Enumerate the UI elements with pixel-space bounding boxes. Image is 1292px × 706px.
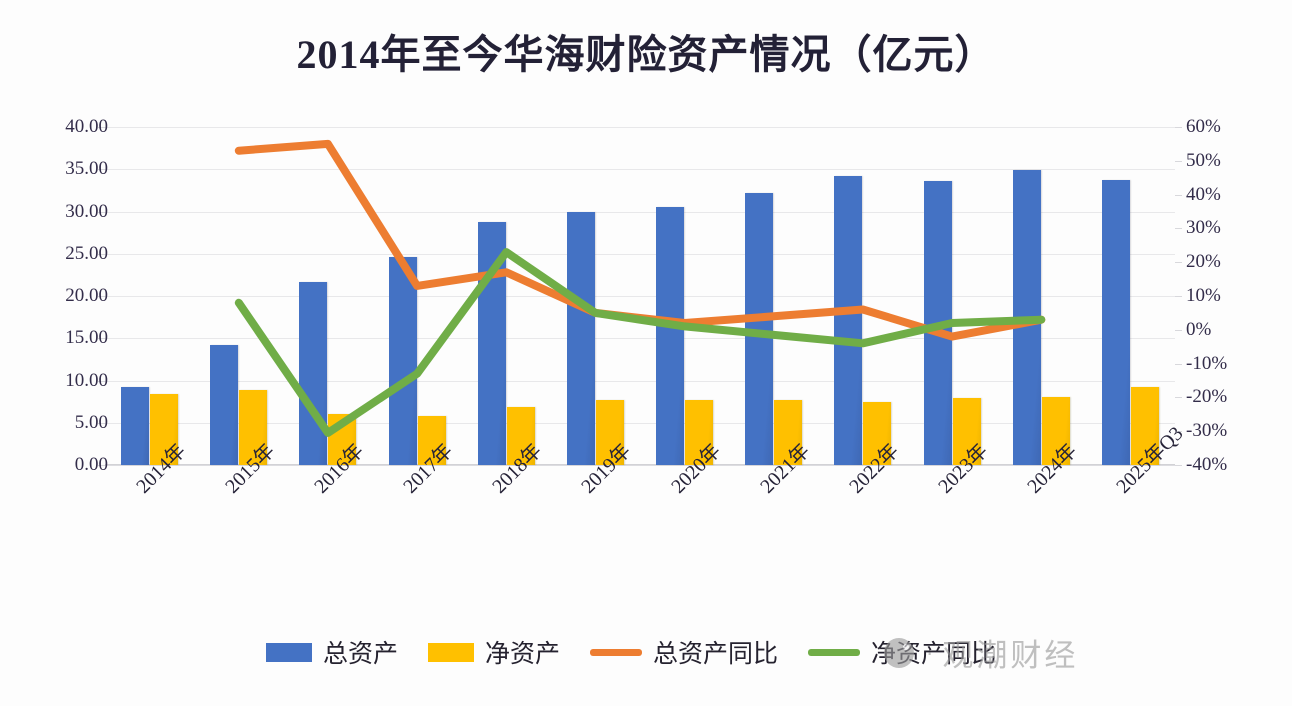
legend-label: 总资产 bbox=[322, 641, 398, 668]
gridline bbox=[105, 465, 1175, 466]
bar-total-assets bbox=[656, 207, 685, 465]
gridline bbox=[105, 380, 1175, 382]
y-axis-right-tick-label: -30% bbox=[1186, 420, 1228, 442]
legend-item[interactable]: 净资产 bbox=[427, 634, 560, 670]
y-axis-left-tick-label: 0.00 bbox=[74, 454, 108, 475]
bar-total-assets bbox=[566, 211, 595, 465]
y-axis-right-tick-label: 40% bbox=[1186, 183, 1221, 205]
line-total-assets-yoy bbox=[234, 139, 1046, 341]
category-group bbox=[373, 127, 462, 465]
y-axis-left-tick bbox=[98, 169, 105, 171]
bar-net-assets bbox=[685, 399, 714, 465]
y-axis-left-tick-label: 40.00 bbox=[65, 116, 108, 137]
y-axis-right-tick bbox=[1175, 127, 1182, 128]
y-axis-right-tick-label: 30% bbox=[1186, 217, 1221, 239]
category-group bbox=[1086, 127, 1175, 465]
y-axis-left-tick bbox=[98, 296, 105, 297]
bar-net-assets bbox=[863, 402, 892, 465]
bar-net-assets bbox=[1041, 396, 1070, 465]
y-axis-left-tick-label: 5.00 bbox=[74, 411, 108, 433]
gridline bbox=[105, 127, 1175, 128]
page-title: 2014年至今华海财险资产情况（亿元） bbox=[296, 32, 996, 77]
y-axis-right-tick bbox=[1175, 329, 1182, 331]
gridline bbox=[105, 338, 1175, 340]
legend-line-swatch-icon bbox=[590, 648, 642, 656]
bar-total-assets bbox=[834, 176, 863, 465]
y-axis-right-tick-label: 20% bbox=[1186, 251, 1221, 273]
y-axis-left-tick bbox=[98, 380, 105, 382]
y-axis-left-tick bbox=[98, 127, 105, 128]
bar-total-assets bbox=[1101, 180, 1130, 465]
line-net-assets-yoy bbox=[234, 248, 1046, 437]
bar-net-assets bbox=[239, 389, 268, 465]
gridline bbox=[105, 253, 1175, 255]
y-axis-right-tick-label: 10% bbox=[1186, 285, 1221, 306]
legend-item[interactable]: 总资产同比 bbox=[590, 634, 778, 670]
y-axis-left-tick bbox=[98, 422, 105, 424]
y-axis-right-tick bbox=[1175, 194, 1182, 196]
y-axis-right-tick bbox=[1175, 296, 1182, 297]
y-axis-left-tick-label: 25.00 bbox=[65, 242, 108, 264]
y-axis-left-tick-label: 35.00 bbox=[65, 158, 108, 180]
y-axis-right-tick bbox=[1175, 160, 1182, 162]
legend-item[interactable]: 净资产同比 bbox=[808, 634, 996, 670]
gridline bbox=[105, 169, 1175, 171]
legend-label: 总资产同比 bbox=[653, 641, 779, 668]
legend: 总资产 净资产 总资产同比 净资产同比 bbox=[0, 634, 1292, 670]
y-axis-right-tick bbox=[1175, 431, 1182, 433]
bar-net-assets bbox=[952, 398, 981, 465]
gridline bbox=[105, 296, 1175, 297]
legend-item[interactable]: 总资产 bbox=[265, 634, 398, 670]
bar-net-assets bbox=[150, 394, 179, 465]
y-axis-right-tick bbox=[1175, 262, 1182, 264]
gridline bbox=[105, 422, 1175, 424]
plot-area bbox=[98, 127, 1182, 466]
legend-line-swatch-icon bbox=[808, 648, 861, 656]
y-axis-left-tick-label: 20.00 bbox=[65, 285, 108, 306]
category-group bbox=[194, 127, 283, 465]
bar-net-assets bbox=[1130, 387, 1159, 465]
y-axis-right-tick-label: -20% bbox=[1186, 386, 1228, 408]
y-axis-right-tick bbox=[1175, 397, 1182, 399]
y-axis-left-tick bbox=[98, 465, 105, 466]
legend-bar-swatch-icon bbox=[427, 642, 474, 662]
bar-net-assets bbox=[417, 416, 446, 465]
y-axis-right-tick-label: 60% bbox=[1186, 116, 1221, 137]
y-axis-left-tick-label: 15.00 bbox=[65, 327, 108, 349]
y-axis-left-tick-label: 30.00 bbox=[65, 200, 108, 222]
y-axis-right-tick-label: 50% bbox=[1186, 149, 1221, 171]
y-axis-right-tick bbox=[1175, 363, 1182, 365]
y-axis-right-tick bbox=[1175, 465, 1182, 466]
bar-total-assets bbox=[121, 387, 150, 465]
y-axis-left-tick bbox=[98, 338, 105, 340]
bar-net-assets bbox=[595, 399, 624, 465]
y-axis-right-tick-label: -40% bbox=[1186, 454, 1228, 475]
y-axis-left-tick-label: 10.00 bbox=[65, 369, 108, 391]
y-axis-left-tick bbox=[98, 253, 105, 255]
legend-bar-swatch-icon bbox=[265, 642, 312, 662]
bar-net-assets bbox=[506, 406, 535, 465]
line-series-overlay bbox=[234, 139, 1046, 437]
category-group bbox=[551, 127, 640, 465]
bar-total-assets bbox=[299, 281, 328, 465]
legend-label: 净资产同比 bbox=[871, 641, 997, 668]
y-axis-right-tick bbox=[1175, 228, 1182, 230]
gridline bbox=[105, 211, 1175, 213]
legend-label: 净资产 bbox=[484, 641, 560, 668]
y-axis-right-tick-label: -10% bbox=[1186, 352, 1228, 374]
bar-net-assets bbox=[774, 399, 803, 465]
x-axis-line bbox=[105, 463, 1175, 465]
category-group bbox=[105, 127, 194, 465]
y-axis-left-tick bbox=[98, 211, 105, 213]
y-axis-right-tick-label: 0% bbox=[1186, 318, 1212, 340]
bar-total-assets bbox=[388, 257, 417, 465]
category-group bbox=[818, 127, 907, 465]
category-group bbox=[640, 127, 729, 465]
bar-total-assets bbox=[210, 345, 239, 465]
